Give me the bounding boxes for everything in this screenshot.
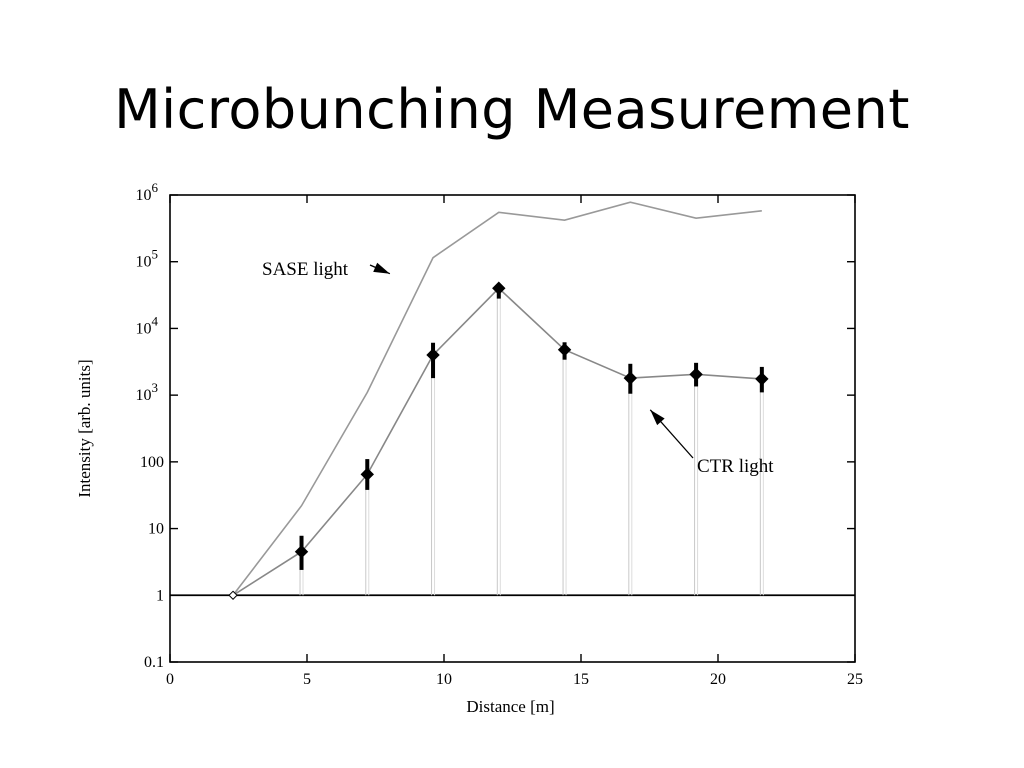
series-line-sase <box>232 201 762 596</box>
x-tick-label: 5 <box>303 671 311 688</box>
plot-frame <box>169 194 856 663</box>
y-axis-label: Intensity [arb. units] <box>75 359 94 497</box>
y-tick-label: 100 <box>140 454 164 471</box>
data-point <box>557 342 572 357</box>
data-point <box>623 371 638 385</box>
annotation-sase-light: SASE light <box>262 259 349 280</box>
x-tick-label: 25 <box>847 671 863 688</box>
y-tick-label: 10 <box>148 521 164 538</box>
arrow-ctr-head <box>650 409 665 426</box>
data-point <box>426 348 440 362</box>
data-point <box>755 372 769 386</box>
x-tick-label: 0 <box>166 671 174 688</box>
y-tick-label: 104 <box>136 313 159 337</box>
slide-title: Microbunching Measurement <box>114 78 910 141</box>
y-tick-label: 1 <box>156 587 164 604</box>
x-tick-label: 20 <box>710 671 726 688</box>
y-tick-label: 103 <box>136 380 159 404</box>
x-tick-label: 15 <box>573 671 589 688</box>
data-point <box>360 467 374 482</box>
y-tick-label: 106 <box>136 180 159 204</box>
y-tick-label: 0.1 <box>144 654 164 671</box>
data-point <box>492 281 506 295</box>
y-tick-label: 105 <box>136 247 159 271</box>
x-axis-label: Distance [m] <box>466 697 554 716</box>
data-point <box>294 544 309 559</box>
arrow-sase-head <box>373 262 390 274</box>
x-tick-label: 10 <box>436 671 452 688</box>
data-point <box>689 367 703 382</box>
annotation-ctr-light: CTR light <box>697 456 774 477</box>
data-point <box>228 590 238 600</box>
